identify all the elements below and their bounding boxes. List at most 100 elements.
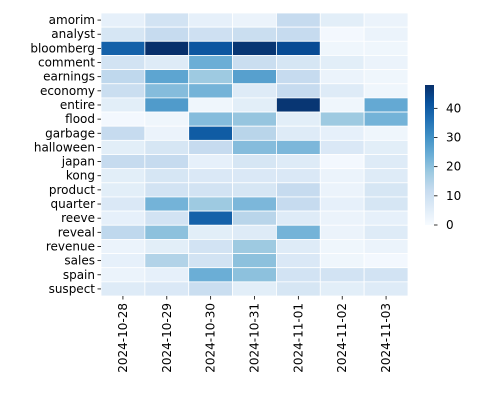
heatmap-cell [144,224,190,240]
heatmap-cell [363,182,409,198]
colorbar-gradient [425,85,434,225]
heatmap-cell [100,12,146,28]
heatmap-cell [100,125,146,141]
heatmap-cell [363,196,409,212]
heatmap-cell [144,139,190,155]
heatmap-cell [144,182,190,198]
heatmap-cell [188,168,233,184]
y-tick-label: analyst [51,27,95,41]
x-tick-labels: 2024-10-28 2024-10-29 2024-10-30 2024-10-31… [116,296,393,373]
heatmap-cell [319,40,365,56]
y-tick-label: reveal [58,225,95,239]
heatmap-cell [100,154,146,170]
heatmap-cell [276,210,321,226]
heatmap-cell [319,182,365,198]
heatmap-cell [276,111,321,127]
heatmap-cell [232,97,277,113]
heatmap-cell [232,111,277,127]
x-tick-label: 2024-10-28 [116,303,130,373]
heatmap-cell [363,281,409,297]
heatmap-cell [144,210,190,226]
colorbar-tick-label: 10 [446,189,461,203]
heatmap-cell [144,267,190,283]
heatmap-cell [319,55,365,71]
heatmap-cell [276,253,321,269]
heatmap-cell [232,125,277,141]
heatmap-cell [100,111,146,127]
heatmap-cell [188,97,233,113]
y-tick-labels: amorimanalystbloombergcommentearningseco… [30,13,101,296]
heatmap-cell [276,40,321,56]
x-tick-label: 2024-11-01 [291,303,305,373]
heatmap-cell [144,83,190,99]
y-tick-label: bloomberg [30,41,95,55]
heatmap-cell [188,154,233,170]
heatmap-cell [232,55,277,71]
heatmap-cell [232,196,277,212]
colorbar-tick-label: 0 [446,218,454,232]
heatmap-cell [276,83,321,99]
heatmap-cell [363,40,409,56]
heatmap-cell [144,238,190,254]
heatmap-cell [319,281,365,297]
heatmap-cell [144,125,190,141]
heatmap-cell [232,26,277,42]
heatmap-cell [188,111,233,127]
y-tick-label: japan [61,155,95,169]
heatmap-cell [319,224,365,240]
heatmap-cell [276,182,321,198]
heatmap-cell [276,139,321,155]
heatmap-cell [276,125,321,141]
colorbar-tick-label: 40 [446,101,461,115]
heatmap-cell [276,12,321,28]
heatmap-cell [319,168,365,184]
heatmap-cell [363,238,409,254]
heatmap-cell [232,182,277,198]
heatmap-cell [232,281,277,297]
heatmap-cell [319,238,365,254]
heatmap-cell [188,83,233,99]
heatmap-cell [319,210,365,226]
heatmap-cell [232,40,277,56]
heatmap-cell [232,12,277,28]
colorbar-tick-label: 20 [446,160,461,174]
heatmap-cell [276,154,321,170]
y-tick-label: suspect [49,282,96,296]
heatmap-cell [276,97,321,113]
heatmap-cell [144,111,190,127]
heatmap-cell [232,238,277,254]
heatmap-cell [276,55,321,71]
heatmap-cell [319,26,365,42]
heatmap-cell [232,69,277,85]
heatmap-cell [100,196,146,212]
x-tick-label: 2024-10-29 [160,303,174,373]
heatmap-cell [232,253,277,269]
heatmap-cell [188,125,233,141]
heatmap-cell [100,26,146,42]
heatmap-cell [363,97,409,113]
heatmap-cell [100,40,146,56]
y-tick-label: halloween [34,140,95,154]
y-tick-label: kong [66,169,95,183]
heatmap-cell [144,154,190,170]
heatmap-cell [232,154,277,170]
heatmap-cell [100,139,146,155]
heatmap-cell [363,83,409,99]
heatmap-cell [276,281,321,297]
heatmap-cell [276,196,321,212]
x-tick-label: 2024-11-02 [335,303,349,373]
heatmap-cell [188,224,233,240]
heatmap-cell [188,267,233,283]
heatmap-cell [363,224,409,240]
heatmap-cell [363,125,409,141]
heatmap-cell [319,111,365,127]
heatmap-cell [276,26,321,42]
heatmap-cell [319,253,365,269]
heatmap-cell [232,139,277,155]
heatmap-cell [363,69,409,85]
heatmap-cell [188,253,233,269]
heatmap-cell [232,267,277,283]
heatmap-cell [363,154,409,170]
